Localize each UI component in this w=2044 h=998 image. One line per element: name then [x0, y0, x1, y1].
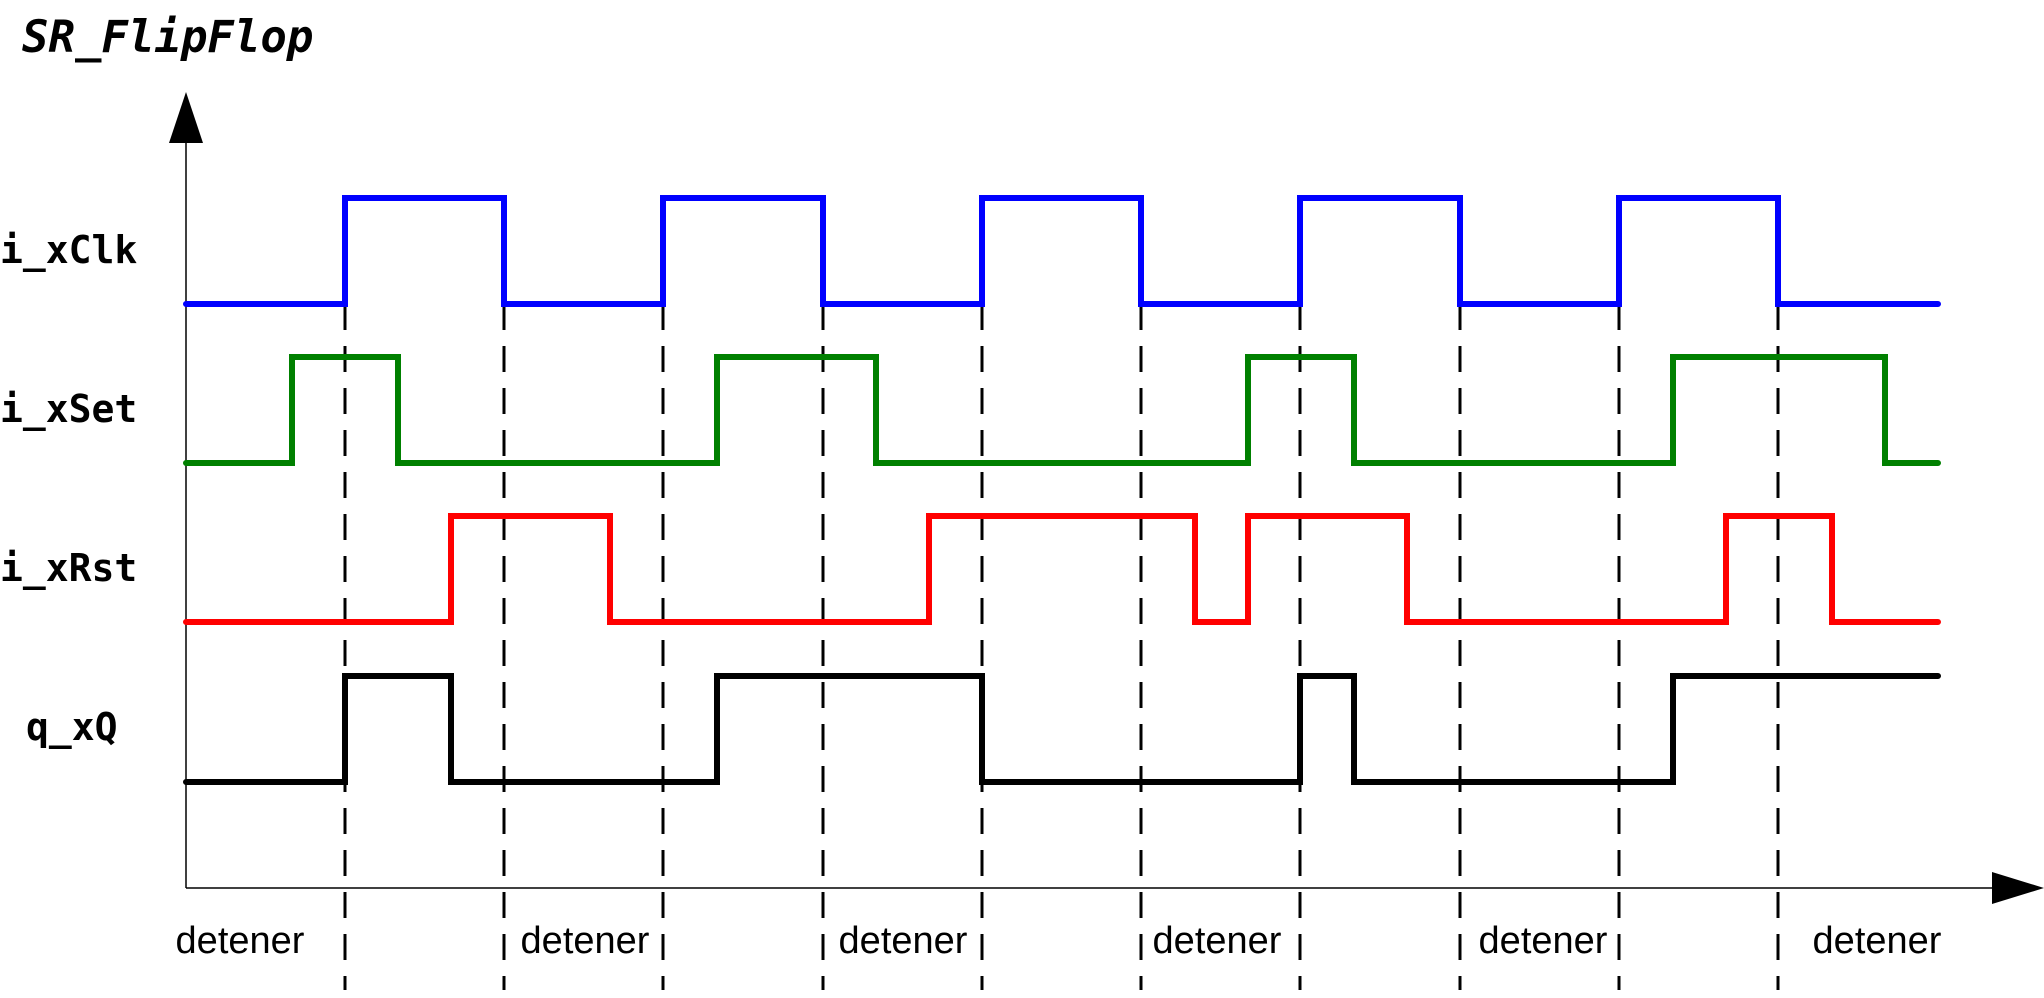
waveforms — [183, 195, 1941, 785]
i-xset-waveform — [183, 354, 1941, 466]
phase-labels: detener detener detener detener detener … — [176, 920, 1942, 962]
diagram-title: SR_FlipFlop — [22, 12, 313, 63]
i-xclk-waveform — [183, 195, 1941, 307]
x-axis-arrow — [1992, 872, 2044, 904]
phase-label: detener — [1479, 920, 1608, 962]
phase-label: detener — [839, 920, 968, 962]
signal-label-i-xset: i_xSet — [0, 387, 137, 431]
phase-label: detener — [1813, 920, 1942, 962]
i-xrst-waveform — [183, 513, 1941, 625]
signal-label-i-xclk: i_xClk — [0, 228, 137, 272]
phase-label: detener — [176, 920, 305, 962]
signal-label-i-xrst: i_xRst — [0, 546, 137, 590]
signal-labels: i_xClk i_xSet i_xRst q_xQ — [0, 228, 137, 749]
y-axis-arrow — [169, 92, 203, 143]
q-xq-waveform — [183, 673, 1941, 785]
axes — [169, 92, 2044, 904]
phase-label: detener — [1153, 920, 1282, 962]
clock-edge-guides — [343, 304, 1780, 990]
signal-label-q-xq: q_xQ — [26, 705, 118, 749]
phase-label: detener — [521, 920, 650, 962]
